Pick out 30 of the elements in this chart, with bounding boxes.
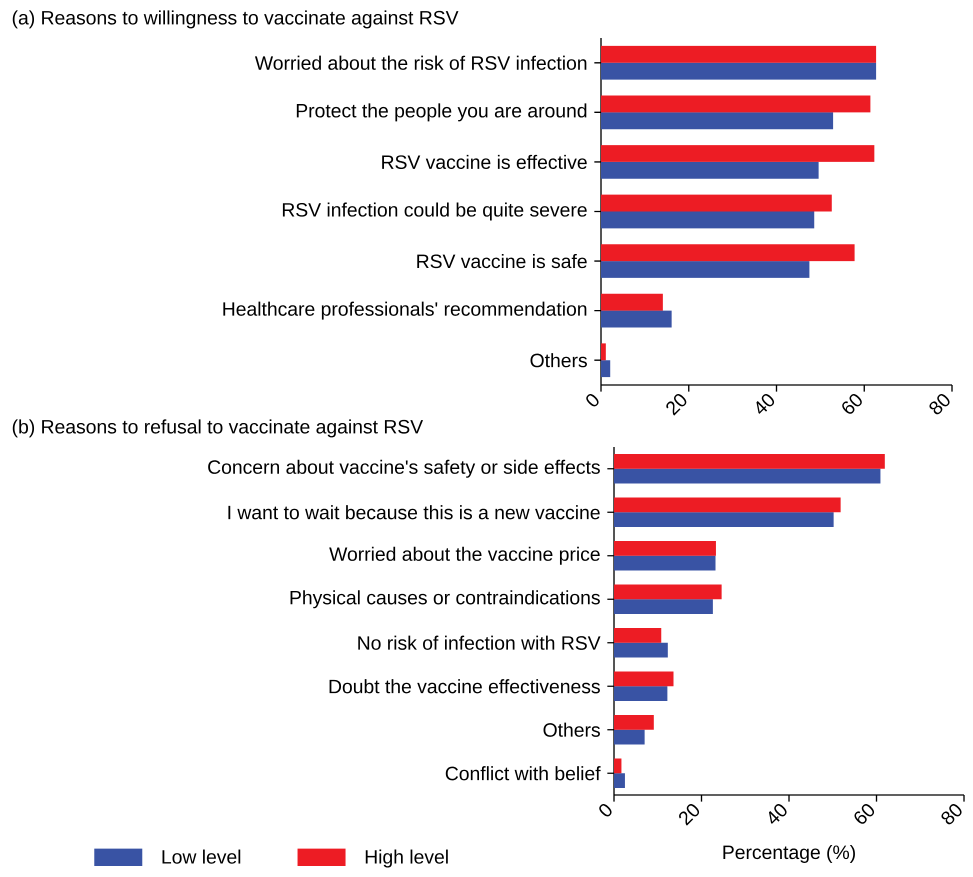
- y-tick-label: Concern about vaccine's safety or side effects: [208, 460, 600, 478]
- y-tick-label: Protect the people you are around: [296, 103, 586, 122]
- y-tick-label: I want to wait because this is a new vaccine: [228, 505, 600, 520]
- legend-label: Low level: [162, 850, 240, 864]
- x-tick-label: 0: [586, 394, 599, 406]
- x-axis-title: Percentage (%): [723, 844, 855, 863]
- y-tick-label: Healthcare professionals' recommendation: [223, 302, 586, 320]
- text: (a) Reasons to willingness to vaccinate against RSV: [12, 10, 458, 28]
- x-tick-label: 0: [599, 804, 612, 816]
- x-tick-label: 60: [842, 394, 862, 414]
- y-tick-label: Physical causes or contraindications: [290, 590, 600, 608]
- y-tick-label: RSV infection could be quite severe: [282, 202, 587, 221]
- x-tick-label: 40: [756, 394, 774, 414]
- x-tick-label: 80: [941, 804, 962, 824]
- y-tick-label: RSV vaccine is effective: [382, 154, 587, 170]
- text: (b) Reasons to refusal to vaccinate against RSV: [12, 419, 424, 438]
- y-tick-label: No risk of infection with RSV: [358, 636, 601, 650]
- x-tick-label: 20: [679, 804, 700, 826]
- y-tick-label: Others: [544, 722, 600, 737]
- x-tick-label: 40: [768, 804, 787, 824]
- y-tick-label: Conflict with belief: [446, 766, 601, 780]
- y-tick-label: Doubt the vaccine effectiveness: [330, 679, 600, 694]
- y-tick-label: RSV vaccine is safe: [417, 254, 587, 268]
- x-tick-label: 20: [666, 394, 686, 416]
- x-tick-label: 60: [854, 804, 874, 824]
- x-tick-label: 80: [929, 394, 950, 414]
- y-tick-label: Worried about the risk of RSV infection: [254, 56, 586, 70]
- y-tick-label: Worried about the vaccine price: [329, 546, 600, 565]
- legend-label: High level: [366, 850, 448, 868]
- y-tick-label: Others: [530, 353, 587, 368]
